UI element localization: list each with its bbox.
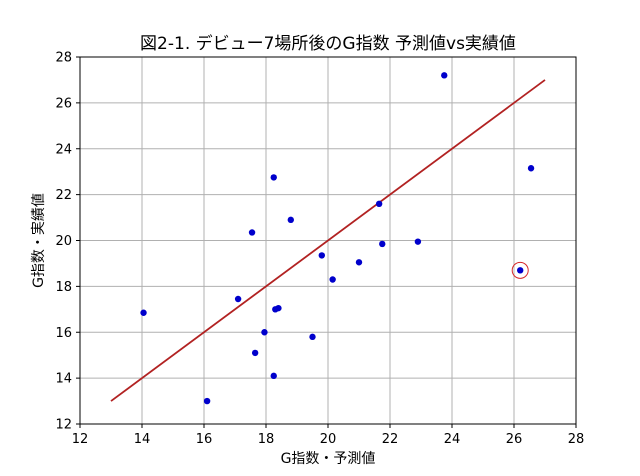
x-tick-label: 28 [568, 432, 585, 447]
y-tick-label: 22 [55, 188, 72, 203]
data-point [203, 397, 211, 405]
data-point [329, 276, 336, 283]
highlight-circle [511, 261, 529, 279]
y-axis-label: G指数・実績値 [31, 193, 47, 288]
x-axis-label: G指数・予測値 [281, 451, 376, 467]
data-point [375, 200, 383, 207]
y-tick-label: 12 [55, 418, 72, 433]
fit-line [110, 79, 546, 402]
data-point [517, 267, 524, 274]
data-point [270, 372, 277, 380]
data-point [355, 259, 363, 266]
data-point [251, 349, 259, 357]
y-ticks: 12 14 16 18 20 22 24 26 28 [55, 51, 80, 433]
data-point [441, 72, 448, 79]
y-tick-label: 18 [55, 280, 72, 295]
data-point [414, 238, 422, 245]
x-tick-label: 14 [134, 432, 151, 447]
x-tick-label: 24 [444, 432, 461, 447]
x-tick-label: 18 [258, 432, 275, 447]
y-tick-label: 26 [55, 96, 72, 111]
x-tick-label: 16 [196, 432, 213, 447]
data-point [275, 304, 282, 312]
data-points [140, 72, 535, 405]
data-point [261, 329, 268, 336]
y-tick-label: 28 [55, 51, 72, 66]
x-tick-label: 26 [506, 432, 523, 447]
fit-line-group [110, 79, 546, 402]
data-point [270, 174, 277, 181]
x-ticks: 12 14 16 18 20 22 24 26 28 [72, 424, 585, 447]
x-tick-label: 20 [320, 432, 337, 447]
y-tick-label: 14 [55, 372, 72, 387]
data-point [318, 252, 325, 259]
chart-title: 図2-1. デビュー7場所後のG指数 予測値vs実績値 [140, 33, 516, 54]
data-point [527, 165, 535, 172]
x-tick-label: 22 [382, 432, 399, 447]
y-tick-label: 24 [55, 142, 72, 157]
data-point [287, 216, 294, 224]
data-point [309, 333, 316, 341]
y-tick-label: 20 [55, 234, 72, 249]
data-point [248, 229, 256, 236]
x-tick-label: 12 [72, 432, 89, 447]
data-point [234, 295, 242, 303]
data-point [140, 309, 147, 316]
y-tick-label: 16 [55, 326, 72, 341]
data-point [379, 240, 386, 248]
highlight-group [511, 261, 529, 279]
